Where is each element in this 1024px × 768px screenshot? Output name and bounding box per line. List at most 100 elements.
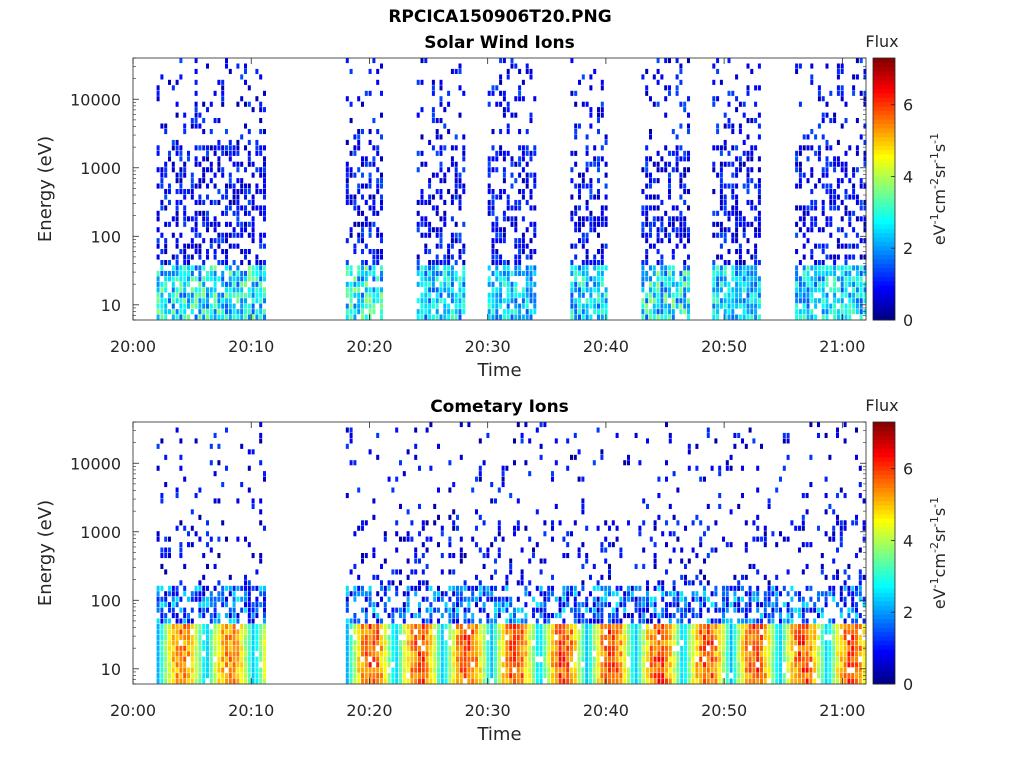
heatmap-cell	[668, 432, 672, 438]
heatmap-cell	[638, 624, 642, 630]
heatmap-cell	[683, 189, 687, 195]
heatmap-cell	[668, 314, 671, 320]
heatmap-cell	[521, 150, 525, 156]
heatmap-cell	[160, 260, 164, 266]
heatmap-cell	[757, 232, 761, 238]
heatmap-cell	[452, 640, 456, 646]
panel-title: Solar Wind Ions	[424, 33, 575, 53]
heatmap-cell	[844, 232, 848, 238]
heatmap-cell	[821, 249, 825, 255]
heatmap-cell	[738, 314, 742, 320]
heatmap-cell	[495, 260, 499, 266]
heatmap-cell	[236, 194, 240, 200]
heatmap-cell	[810, 63, 814, 69]
heatmap-cell	[499, 314, 503, 320]
heatmap-cell	[581, 602, 585, 608]
heatmap-cell	[577, 449, 581, 455]
heatmap-cell	[437, 542, 440, 548]
heatmap-cell	[597, 309, 600, 315]
heatmap-cell	[247, 487, 251, 493]
heatmap-cell	[757, 112, 761, 118]
heatmap-cell	[194, 112, 198, 118]
heatmap-cell	[364, 678, 368, 684]
heatmap-cell	[829, 221, 833, 227]
heatmap-cell	[459, 640, 463, 646]
heatmap-cell	[164, 161, 168, 167]
heatmap-cell	[611, 613, 615, 619]
heatmap-cell	[478, 634, 482, 640]
heatmap-cell	[597, 292, 600, 298]
heatmap-cell	[750, 270, 754, 276]
heatmap-cell	[494, 651, 497, 657]
heatmap-cell	[600, 634, 604, 640]
heatmap-cell	[661, 624, 665, 630]
heatmap-cell	[646, 596, 649, 602]
heatmap-cell	[656, 314, 660, 320]
heatmap-cell	[513, 673, 516, 679]
heatmap-cell	[524, 613, 528, 619]
heatmap-cell	[798, 161, 802, 167]
heatmap-cell	[251, 624, 255, 630]
heatmap-cell	[731, 265, 735, 271]
heatmap-cell	[679, 309, 683, 315]
heatmap-cell	[263, 172, 266, 178]
heatmap-cell	[221, 79, 225, 85]
heatmap-cell	[570, 194, 574, 200]
heatmap-cell	[738, 123, 742, 129]
heatmap-cell	[623, 591, 627, 597]
heatmap-cell	[380, 172, 383, 178]
heatmap-cell	[502, 265, 506, 271]
heatmap-cell	[528, 629, 532, 635]
heatmap-cell	[529, 309, 533, 315]
heatmap-cell	[611, 591, 615, 597]
heatmap-cell	[179, 167, 183, 173]
heatmap-cell	[836, 265, 840, 271]
colorbar-segment	[873, 298, 895, 304]
heatmap-cell	[482, 563, 486, 569]
heatmap-cell	[175, 487, 179, 493]
heatmap-cell	[687, 96, 690, 102]
heatmap-cell	[439, 238, 443, 244]
heatmap-cell	[646, 645, 649, 651]
heatmap-cell	[615, 432, 619, 438]
heatmap-cell	[600, 607, 604, 613]
heatmap-cell	[247, 85, 251, 91]
heatmap-cell	[497, 613, 501, 619]
heatmap-cell	[443, 309, 447, 315]
heatmap-cell	[597, 281, 600, 287]
heatmap-cell	[206, 145, 209, 151]
heatmap-cell	[577, 547, 581, 553]
heatmap-cell	[581, 651, 585, 657]
heatmap-cell	[535, 542, 539, 548]
heatmap-cell	[263, 678, 266, 684]
heatmap-cell	[589, 303, 593, 309]
heatmap-cell	[750, 145, 754, 151]
heatmap-cell	[491, 189, 495, 195]
heatmap-cell	[175, 673, 179, 679]
heatmap-cell	[364, 276, 368, 282]
heatmap-cell	[247, 629, 251, 635]
heatmap-cell	[421, 624, 425, 630]
heatmap-cell	[525, 178, 529, 184]
heatmap-cell	[727, 90, 731, 96]
heatmap-cell	[641, 314, 645, 320]
heatmap-cell	[244, 596, 247, 602]
heatmap-cell	[642, 613, 646, 619]
heatmap-cell	[183, 249, 187, 255]
heatmap-cell	[217, 673, 221, 679]
heatmap-cell	[418, 662, 421, 668]
heatmap-cell	[402, 656, 406, 662]
heatmap-cell	[221, 309, 225, 315]
heatmap-cell	[505, 585, 509, 591]
heatmap-cell	[454, 145, 458, 151]
heatmap-cell	[661, 651, 665, 657]
heatmap-cell	[570, 210, 574, 216]
heatmap-cell	[604, 309, 608, 315]
colorbar-segment	[873, 202, 895, 207]
y-tick-label: 10	[101, 296, 121, 315]
heatmap-cell	[833, 118, 837, 124]
heatmap-cell	[646, 624, 649, 630]
heatmap-cell	[175, 172, 179, 178]
heatmap-cell	[513, 651, 516, 657]
heatmap-cell	[727, 161, 731, 167]
